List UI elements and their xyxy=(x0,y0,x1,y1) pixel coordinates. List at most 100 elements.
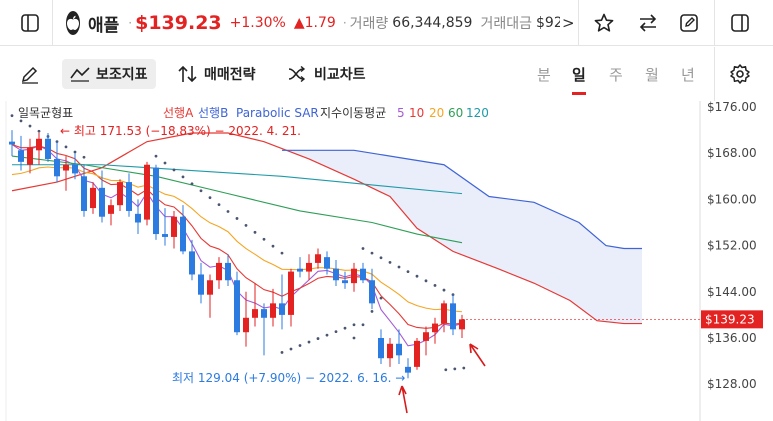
indicator-label: 보조지표 xyxy=(96,67,148,83)
sar-dot xyxy=(352,336,356,340)
candle-body xyxy=(252,309,258,318)
sar-dot xyxy=(325,333,329,337)
legend-ma-5: 5 xyxy=(397,106,405,120)
current-price: $139.23 xyxy=(135,12,222,34)
candle-body xyxy=(225,262,231,281)
selected-period-indicator xyxy=(572,92,586,95)
period-week[interactable]: 주 xyxy=(609,66,623,84)
red-arrow-annotation xyxy=(398,385,408,414)
low-annotation: 최저 129.04 (+7.90%) − 2022. 6. 16. → xyxy=(172,371,405,385)
pen-icon[interactable] xyxy=(18,62,42,86)
span-a-line xyxy=(11,132,642,325)
candle-body xyxy=(369,280,375,304)
sar-dot xyxy=(316,337,320,340)
sar-dot xyxy=(280,251,284,255)
legend-ema: 지수이동평균 xyxy=(320,106,386,120)
turnover-value: $92 xyxy=(536,15,560,31)
change-percent: +1.30% xyxy=(229,15,286,31)
candle-body xyxy=(90,187,96,209)
sar-dot xyxy=(379,296,383,300)
star-icon[interactable] xyxy=(592,11,616,35)
candle-body xyxy=(126,182,132,211)
trade-strategy-label: 매매전략 xyxy=(204,67,256,83)
volume-label: 거래량 xyxy=(349,16,389,32)
candle-body xyxy=(270,303,276,318)
sar-dot xyxy=(352,323,356,327)
gear-icon[interactable] xyxy=(728,62,752,86)
y-tick-label: $136.00 xyxy=(707,331,757,345)
sar-dot xyxy=(361,323,365,327)
sar-dot xyxy=(334,330,338,334)
price-chart[interactable]: $176.00 $168.00 $160.00 $152.00 $144.00 $136.… xyxy=(0,100,773,421)
candle-body xyxy=(198,274,204,295)
last-price-label: $139.23 xyxy=(705,312,755,326)
more-chevron[interactable]: > xyxy=(562,14,575,32)
sidebar-toggle-icon[interactable] xyxy=(18,11,42,35)
candle-body xyxy=(459,319,465,330)
legend-ma-120: 120 xyxy=(466,106,489,120)
candle-body xyxy=(54,158,60,177)
divider xyxy=(52,0,53,46)
candle-body xyxy=(324,257,330,269)
y-tick-label: $160.00 xyxy=(707,192,757,206)
sar-dot xyxy=(462,366,466,370)
edit-icon[interactable] xyxy=(677,11,701,35)
candle-body xyxy=(171,216,177,237)
candle-body xyxy=(207,280,213,295)
y-tick-label: $128.00 xyxy=(707,377,757,391)
sar-dot xyxy=(235,217,239,220)
candle-body xyxy=(216,262,222,281)
last-price-tag xyxy=(701,310,763,329)
candle-body xyxy=(45,138,51,159)
candle-body xyxy=(315,254,321,263)
candle-body xyxy=(72,164,78,174)
legend-sar: Parabolic SAR xyxy=(236,106,319,120)
sar-dot xyxy=(433,284,437,287)
period-month[interactable]: 월 xyxy=(645,66,659,84)
swap-icon[interactable] xyxy=(636,11,660,35)
sar-dot xyxy=(370,251,374,255)
compare-chart-label: 비교차트 xyxy=(314,67,366,83)
candle-body xyxy=(18,150,24,162)
y-tick-label: $152.00 xyxy=(707,239,757,253)
sar-dot xyxy=(415,274,419,278)
sar-dot xyxy=(199,189,203,193)
red-arrow-annotation xyxy=(469,343,486,367)
candle-body xyxy=(27,147,33,165)
sar-dot xyxy=(271,244,275,248)
sar-dot xyxy=(55,140,59,144)
sar-dot xyxy=(82,155,86,159)
panel-icon[interactable] xyxy=(728,11,752,35)
trade-strategy-button[interactable]: 매매전략 xyxy=(170,59,264,89)
separator: · xyxy=(342,16,347,30)
candle-body xyxy=(135,213,141,223)
chart-canvas[interactable]: $176.00 $168.00 $160.00 $152.00 $144.00 $136.… xyxy=(0,100,773,421)
trade-arrows-icon xyxy=(178,65,197,83)
candle-body xyxy=(261,309,267,318)
y-tick-label: $168.00 xyxy=(707,146,757,160)
candle-body xyxy=(414,340,420,367)
candle-body xyxy=(360,268,366,281)
separator: · xyxy=(128,16,133,30)
y-tick-label: $176.00 xyxy=(707,101,757,114)
compare-chart-button[interactable]: 비교차트 xyxy=(280,59,374,89)
apple-logo-icon xyxy=(66,11,80,35)
sar-dot xyxy=(28,124,32,128)
legend-ma-10: 10 xyxy=(409,106,424,120)
sar-dot xyxy=(253,230,257,234)
sar-dot xyxy=(73,150,77,154)
indicator-button[interactable]: 보조지표 xyxy=(62,59,156,89)
sar-dot xyxy=(19,119,23,123)
sar-dot xyxy=(453,367,457,371)
divider xyxy=(714,0,715,46)
sar-dot xyxy=(280,351,284,354)
ema-10-line xyxy=(11,144,463,329)
candle-body xyxy=(288,271,294,315)
period-year[interactable]: 년 xyxy=(681,66,695,84)
candle-body xyxy=(387,343,393,359)
candle-body xyxy=(144,164,150,220)
period-minute[interactable]: 분 xyxy=(537,66,551,84)
compare-icon xyxy=(288,66,306,82)
period-day[interactable]: 일 xyxy=(572,66,586,84)
ema-60-line xyxy=(11,155,463,244)
